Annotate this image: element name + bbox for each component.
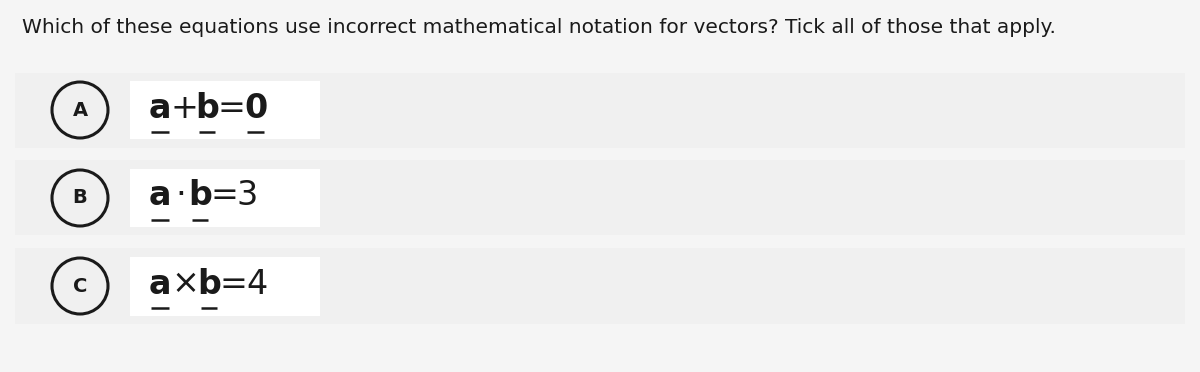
Text: a: a <box>149 267 172 301</box>
Text: Which of these equations use incorrect mathematical notation for vectors? Tick a: Which of these equations use incorrect m… <box>22 18 1056 37</box>
Text: +: + <box>170 92 198 125</box>
Text: a: a <box>149 92 172 125</box>
Text: ×: × <box>172 267 199 301</box>
Text: 4: 4 <box>246 267 268 301</box>
Text: a: a <box>149 180 172 212</box>
Text: =: = <box>210 180 238 212</box>
FancyBboxPatch shape <box>14 248 1186 324</box>
Text: =: = <box>217 92 245 125</box>
Text: b: b <box>188 180 212 212</box>
Text: b: b <box>196 92 218 125</box>
FancyBboxPatch shape <box>14 160 1186 235</box>
Text: ·: · <box>175 180 186 212</box>
Text: b: b <box>197 267 221 301</box>
Text: A: A <box>72 100 88 119</box>
Text: 0: 0 <box>244 92 268 125</box>
FancyBboxPatch shape <box>130 257 320 315</box>
Text: =: = <box>220 267 247 301</box>
FancyBboxPatch shape <box>130 169 320 228</box>
FancyBboxPatch shape <box>14 73 1186 148</box>
Text: C: C <box>73 276 88 295</box>
Text: 3: 3 <box>236 180 258 212</box>
Text: B: B <box>73 189 88 208</box>
FancyBboxPatch shape <box>130 80 320 140</box>
